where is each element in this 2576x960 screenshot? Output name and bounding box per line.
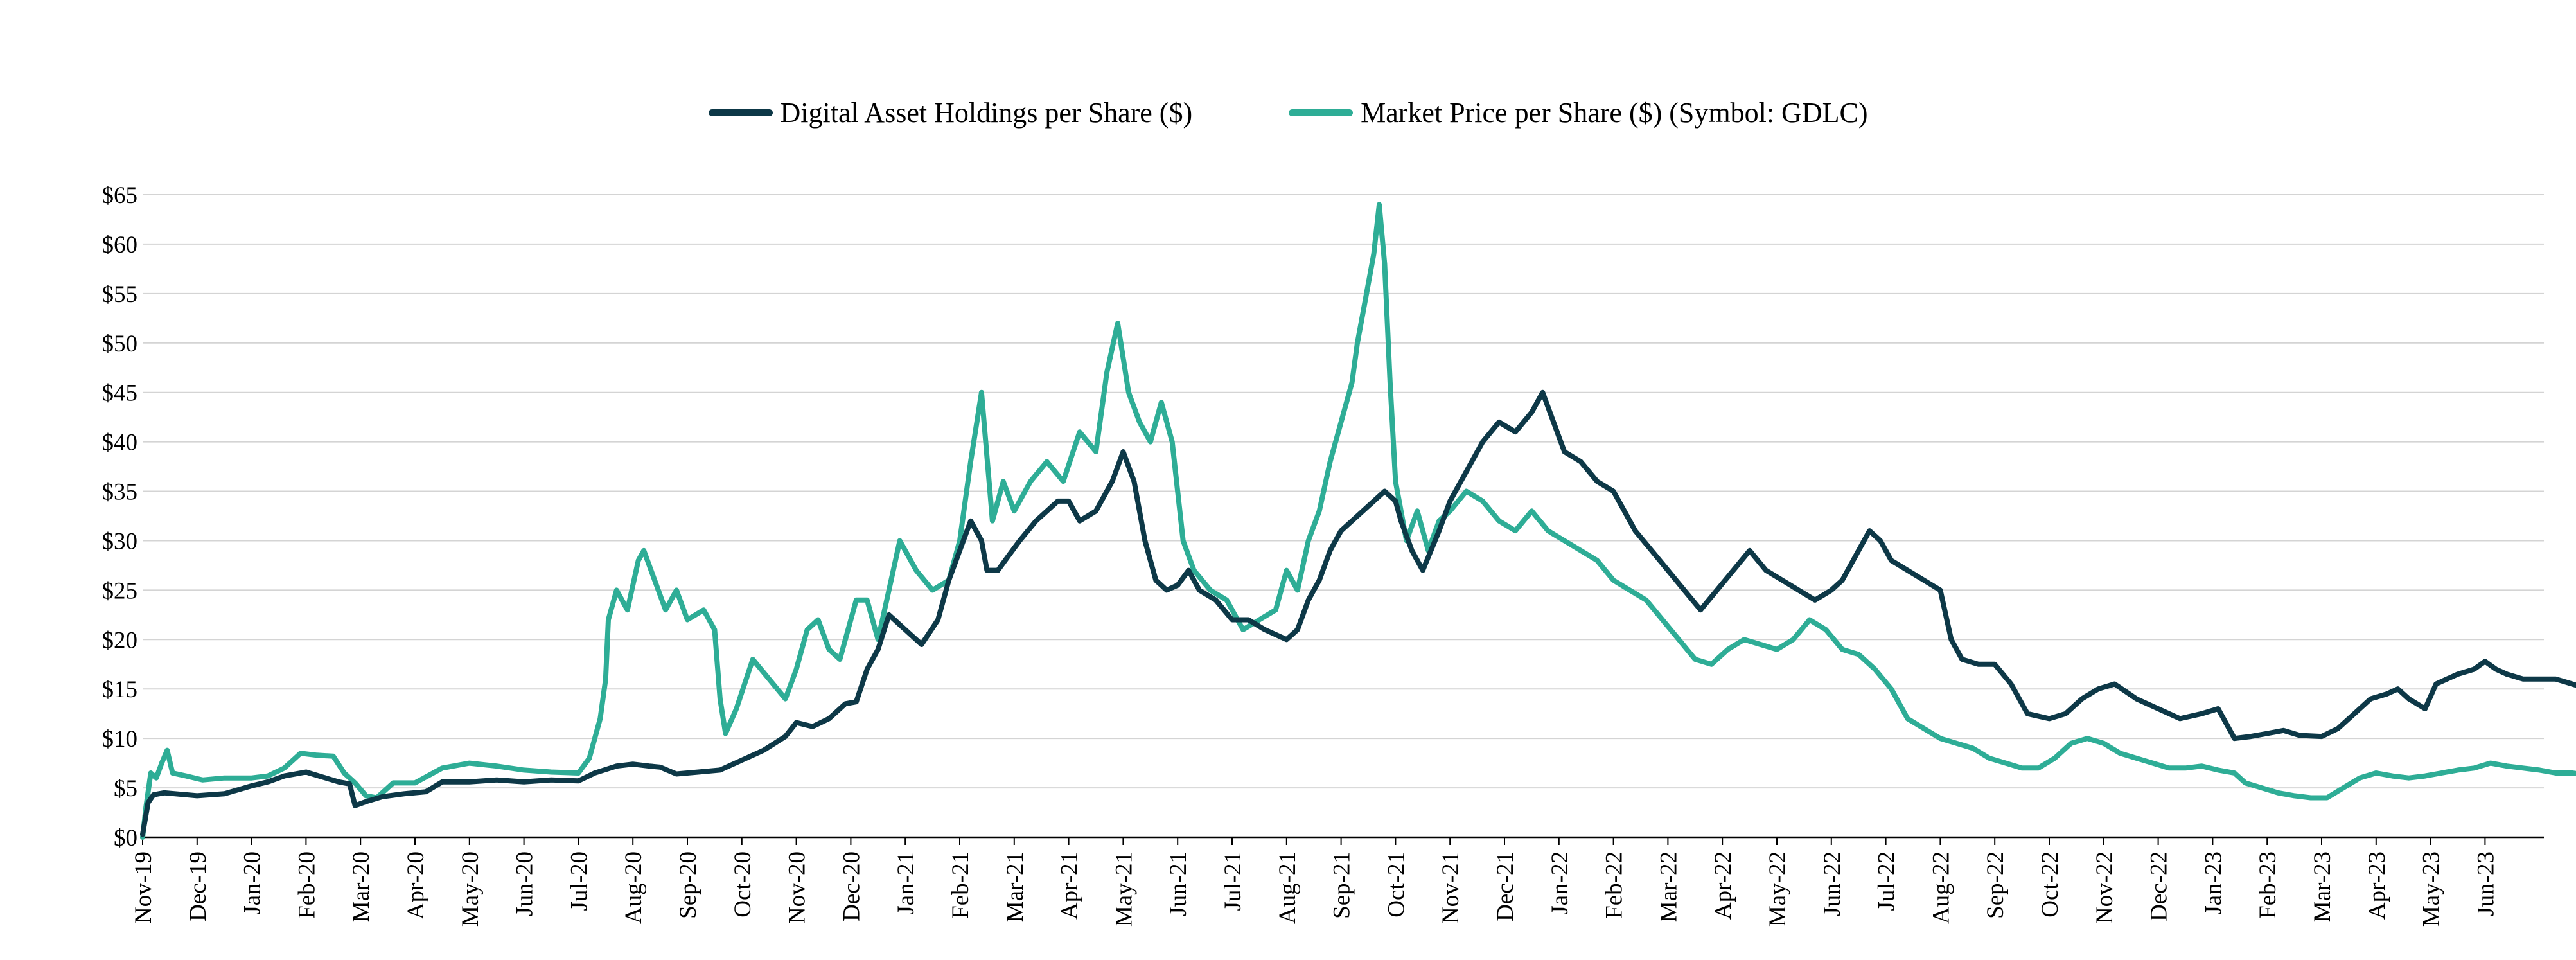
x-tick-label: Oct-20 bbox=[730, 851, 756, 918]
y-tick-label: $0 bbox=[114, 825, 137, 851]
y-tick-label: $10 bbox=[102, 726, 138, 752]
legend-swatch-market-price bbox=[1289, 109, 1354, 116]
x-tick-label: Nov-20 bbox=[784, 851, 811, 924]
x-tick-label: May-21 bbox=[1111, 851, 1137, 927]
series-line-market-price bbox=[140, 202, 2576, 840]
legend-item-holdings: Digital Asset Holdings per Share ($) bbox=[708, 96, 1193, 129]
y-tick-label: $50 bbox=[102, 331, 138, 357]
x-tick-label: May-23 bbox=[2419, 851, 2445, 927]
legend-item-market-price: Market Price per Share ($) (Symbol: GDLC… bbox=[1289, 96, 1867, 129]
y-tick-label: $30 bbox=[102, 528, 138, 555]
x-tick-label: Jul-22 bbox=[1874, 851, 1900, 911]
y-tick-label: $40 bbox=[102, 430, 138, 456]
x-tick-label: Aug-20 bbox=[621, 851, 647, 924]
x-tick-label: Mar-23 bbox=[2309, 851, 2336, 922]
x-tick-label: Jan-20 bbox=[240, 851, 266, 915]
x-tick-label: Dec-20 bbox=[838, 851, 865, 921]
y-tick-label: $20 bbox=[102, 627, 138, 653]
x-tick-label: Dec-19 bbox=[185, 851, 211, 921]
x-tick-label: Jan-21 bbox=[893, 851, 919, 915]
x-tick-label: Mar-21 bbox=[1002, 851, 1028, 922]
x-tick-label: Jan-23 bbox=[2200, 851, 2227, 915]
x-tick-label: Jul-21 bbox=[1220, 851, 1246, 911]
x-tick-label: Feb-23 bbox=[2255, 851, 2281, 919]
x-tick-label: May-20 bbox=[457, 851, 484, 927]
x-tick-label: Feb-21 bbox=[948, 851, 974, 919]
x-tick-label: Apr-20 bbox=[403, 851, 429, 920]
y-tick-label: $65 bbox=[102, 182, 138, 209]
x-tick-label: Dec-21 bbox=[1492, 851, 1519, 921]
x-tick-label: Apr-22 bbox=[1710, 851, 1736, 920]
x-tick-label: Jan-22 bbox=[1547, 851, 1573, 915]
x-tick-label: Mar-22 bbox=[1655, 851, 1682, 922]
x-tick-label: Apr-23 bbox=[2364, 851, 2390, 920]
x-tick-label: Nov-19 bbox=[130, 851, 157, 924]
y-tick-label: $25 bbox=[102, 578, 138, 604]
legend: Digital Asset Holdings per Share ($) Mar… bbox=[0, 90, 2576, 135]
x-tick-label: Jun-21 bbox=[1165, 851, 1192, 916]
x-tick-label: Nov-21 bbox=[1438, 851, 1464, 924]
x-tick-label: Jun-22 bbox=[1819, 851, 1846, 916]
y-tick-label: $15 bbox=[102, 677, 138, 703]
x-tick-label: Aug-22 bbox=[1928, 851, 1954, 924]
legend-label-holdings: Digital Asset Holdings per Share ($) bbox=[780, 96, 1193, 129]
legend-label-market-price: Market Price per Share ($) (Symbol: GDLC… bbox=[1361, 96, 1868, 129]
x-tick-label: Dec-22 bbox=[2146, 851, 2173, 921]
x-tick-label: Nov-22 bbox=[2092, 851, 2118, 924]
x-tick-label: Sep-20 bbox=[675, 851, 701, 919]
y-tick-label: $5 bbox=[114, 776, 137, 802]
x-tick-label: Sep-21 bbox=[1329, 851, 1355, 919]
x-tick-label: Feb-22 bbox=[1601, 851, 1628, 919]
y-tick-label: $55 bbox=[102, 281, 138, 308]
x-tick-label: Jun-20 bbox=[512, 851, 538, 916]
x-tick-label: Aug-21 bbox=[1275, 851, 1301, 924]
x-tick-label: Oct-21 bbox=[1383, 851, 1409, 918]
x-tick-label: Mar-20 bbox=[348, 851, 375, 922]
x-tick-label: Jun-23 bbox=[2473, 851, 2499, 916]
x-tick-label: Apr-21 bbox=[1057, 851, 1083, 920]
x-tick-label: Feb-20 bbox=[294, 851, 320, 919]
y-tick-label: $35 bbox=[102, 479, 138, 506]
x-tick-label: May-22 bbox=[1765, 851, 1791, 927]
x-tick-label: Sep-22 bbox=[1982, 851, 2009, 919]
x-tick-label: Jul-20 bbox=[566, 851, 592, 911]
y-tick-label: $60 bbox=[102, 232, 138, 258]
series-line-holdings bbox=[140, 389, 2576, 837]
y-tick-label: $45 bbox=[102, 380, 138, 407]
x-tick-label: Oct-22 bbox=[2037, 851, 2063, 918]
legend-swatch-holdings bbox=[708, 109, 773, 116]
